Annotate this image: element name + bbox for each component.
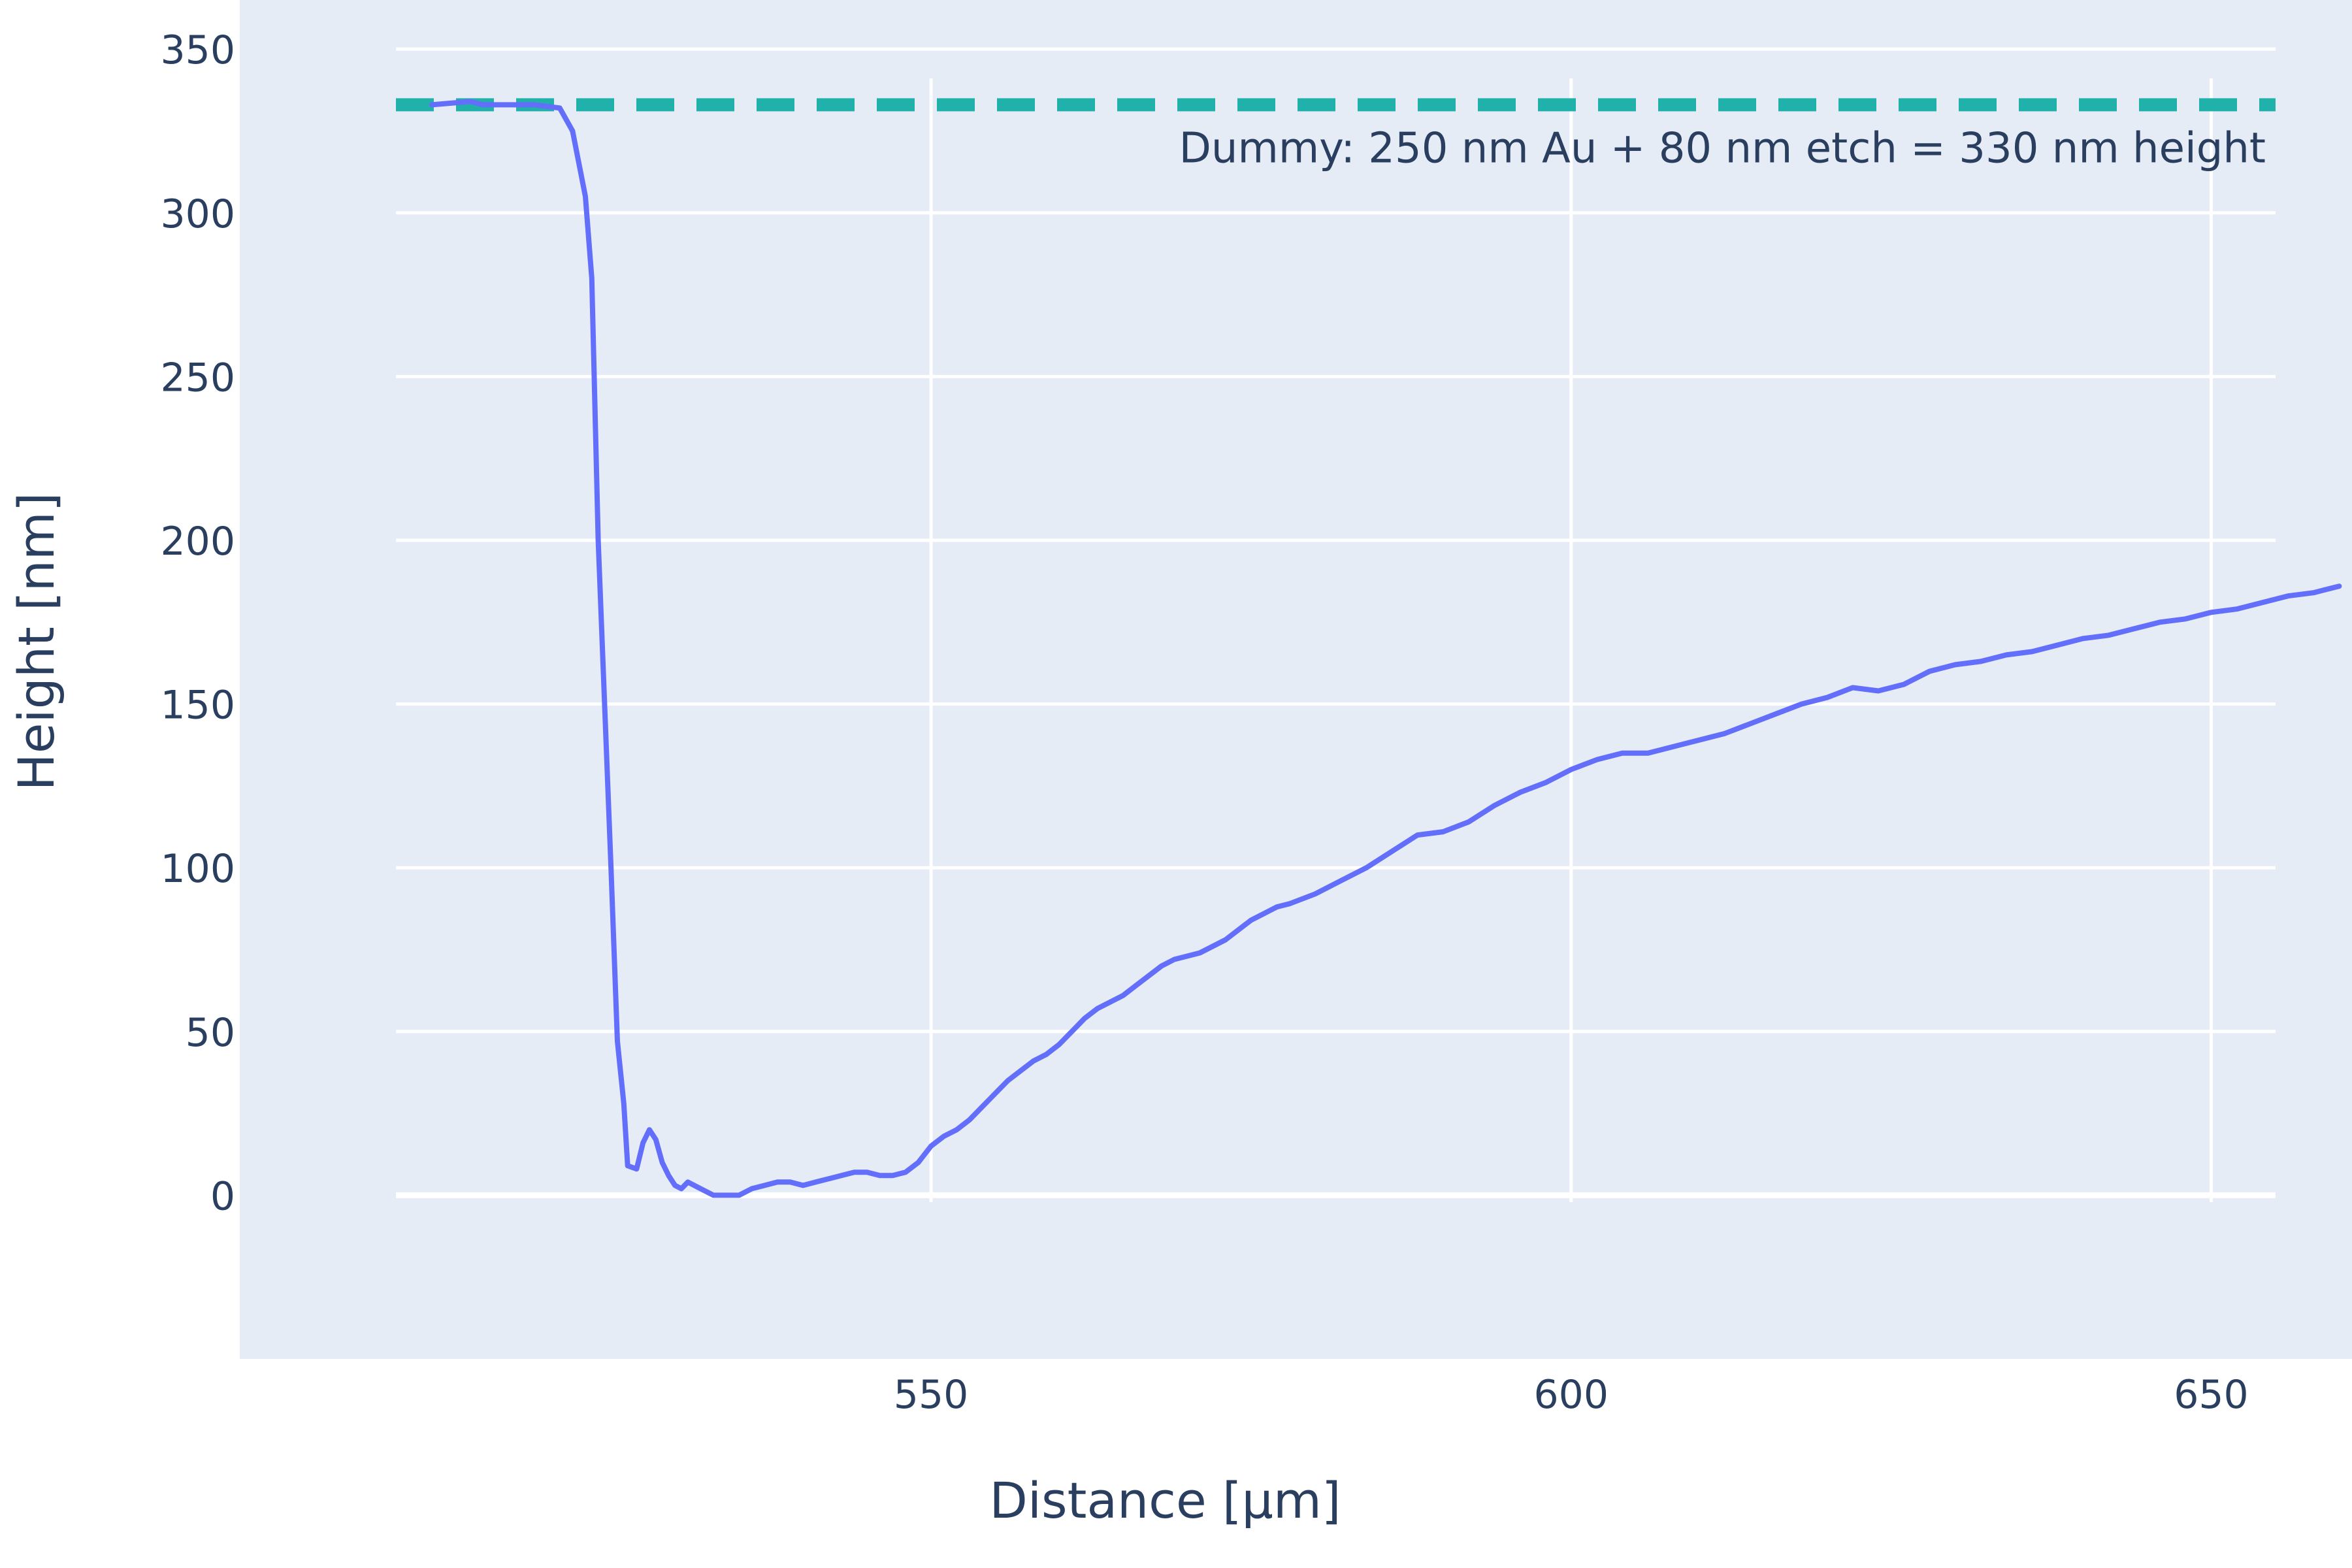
x-axis-title: Distance [µm] [989,1471,1341,1529]
x-tick-label: 550 [894,1372,969,1418]
y-tick-label: 0 [210,1173,235,1219]
y-tick-label: 350 [160,27,235,73]
x-gridlines [929,78,2213,1202]
y-tick-labels: 0 50 100 150 200 250 300 350 [160,27,235,1219]
y-tick-label: 200 [160,519,235,564]
y-axis-title: Height [nm] [7,493,65,791]
plot-background [240,0,2352,1359]
y-gridlines [396,47,2276,1034]
y-tick-label: 100 [160,846,235,892]
x-tick-label: 600 [1534,1372,1609,1418]
height-profile-line [429,99,2342,1198]
x-tick-label: 650 [2174,1372,2249,1418]
x-tick-labels: 550 600 650 [894,1372,2249,1418]
y-tick-label: 250 [160,355,235,400]
y-tick-label: 300 [160,191,235,237]
reference-annotation: Dummy: 250 nm Au + 80 nm etch = 330 nm h… [1179,124,2266,172]
y-tick-label: 50 [186,1010,235,1056]
y-tick-label: 150 [160,683,235,728]
